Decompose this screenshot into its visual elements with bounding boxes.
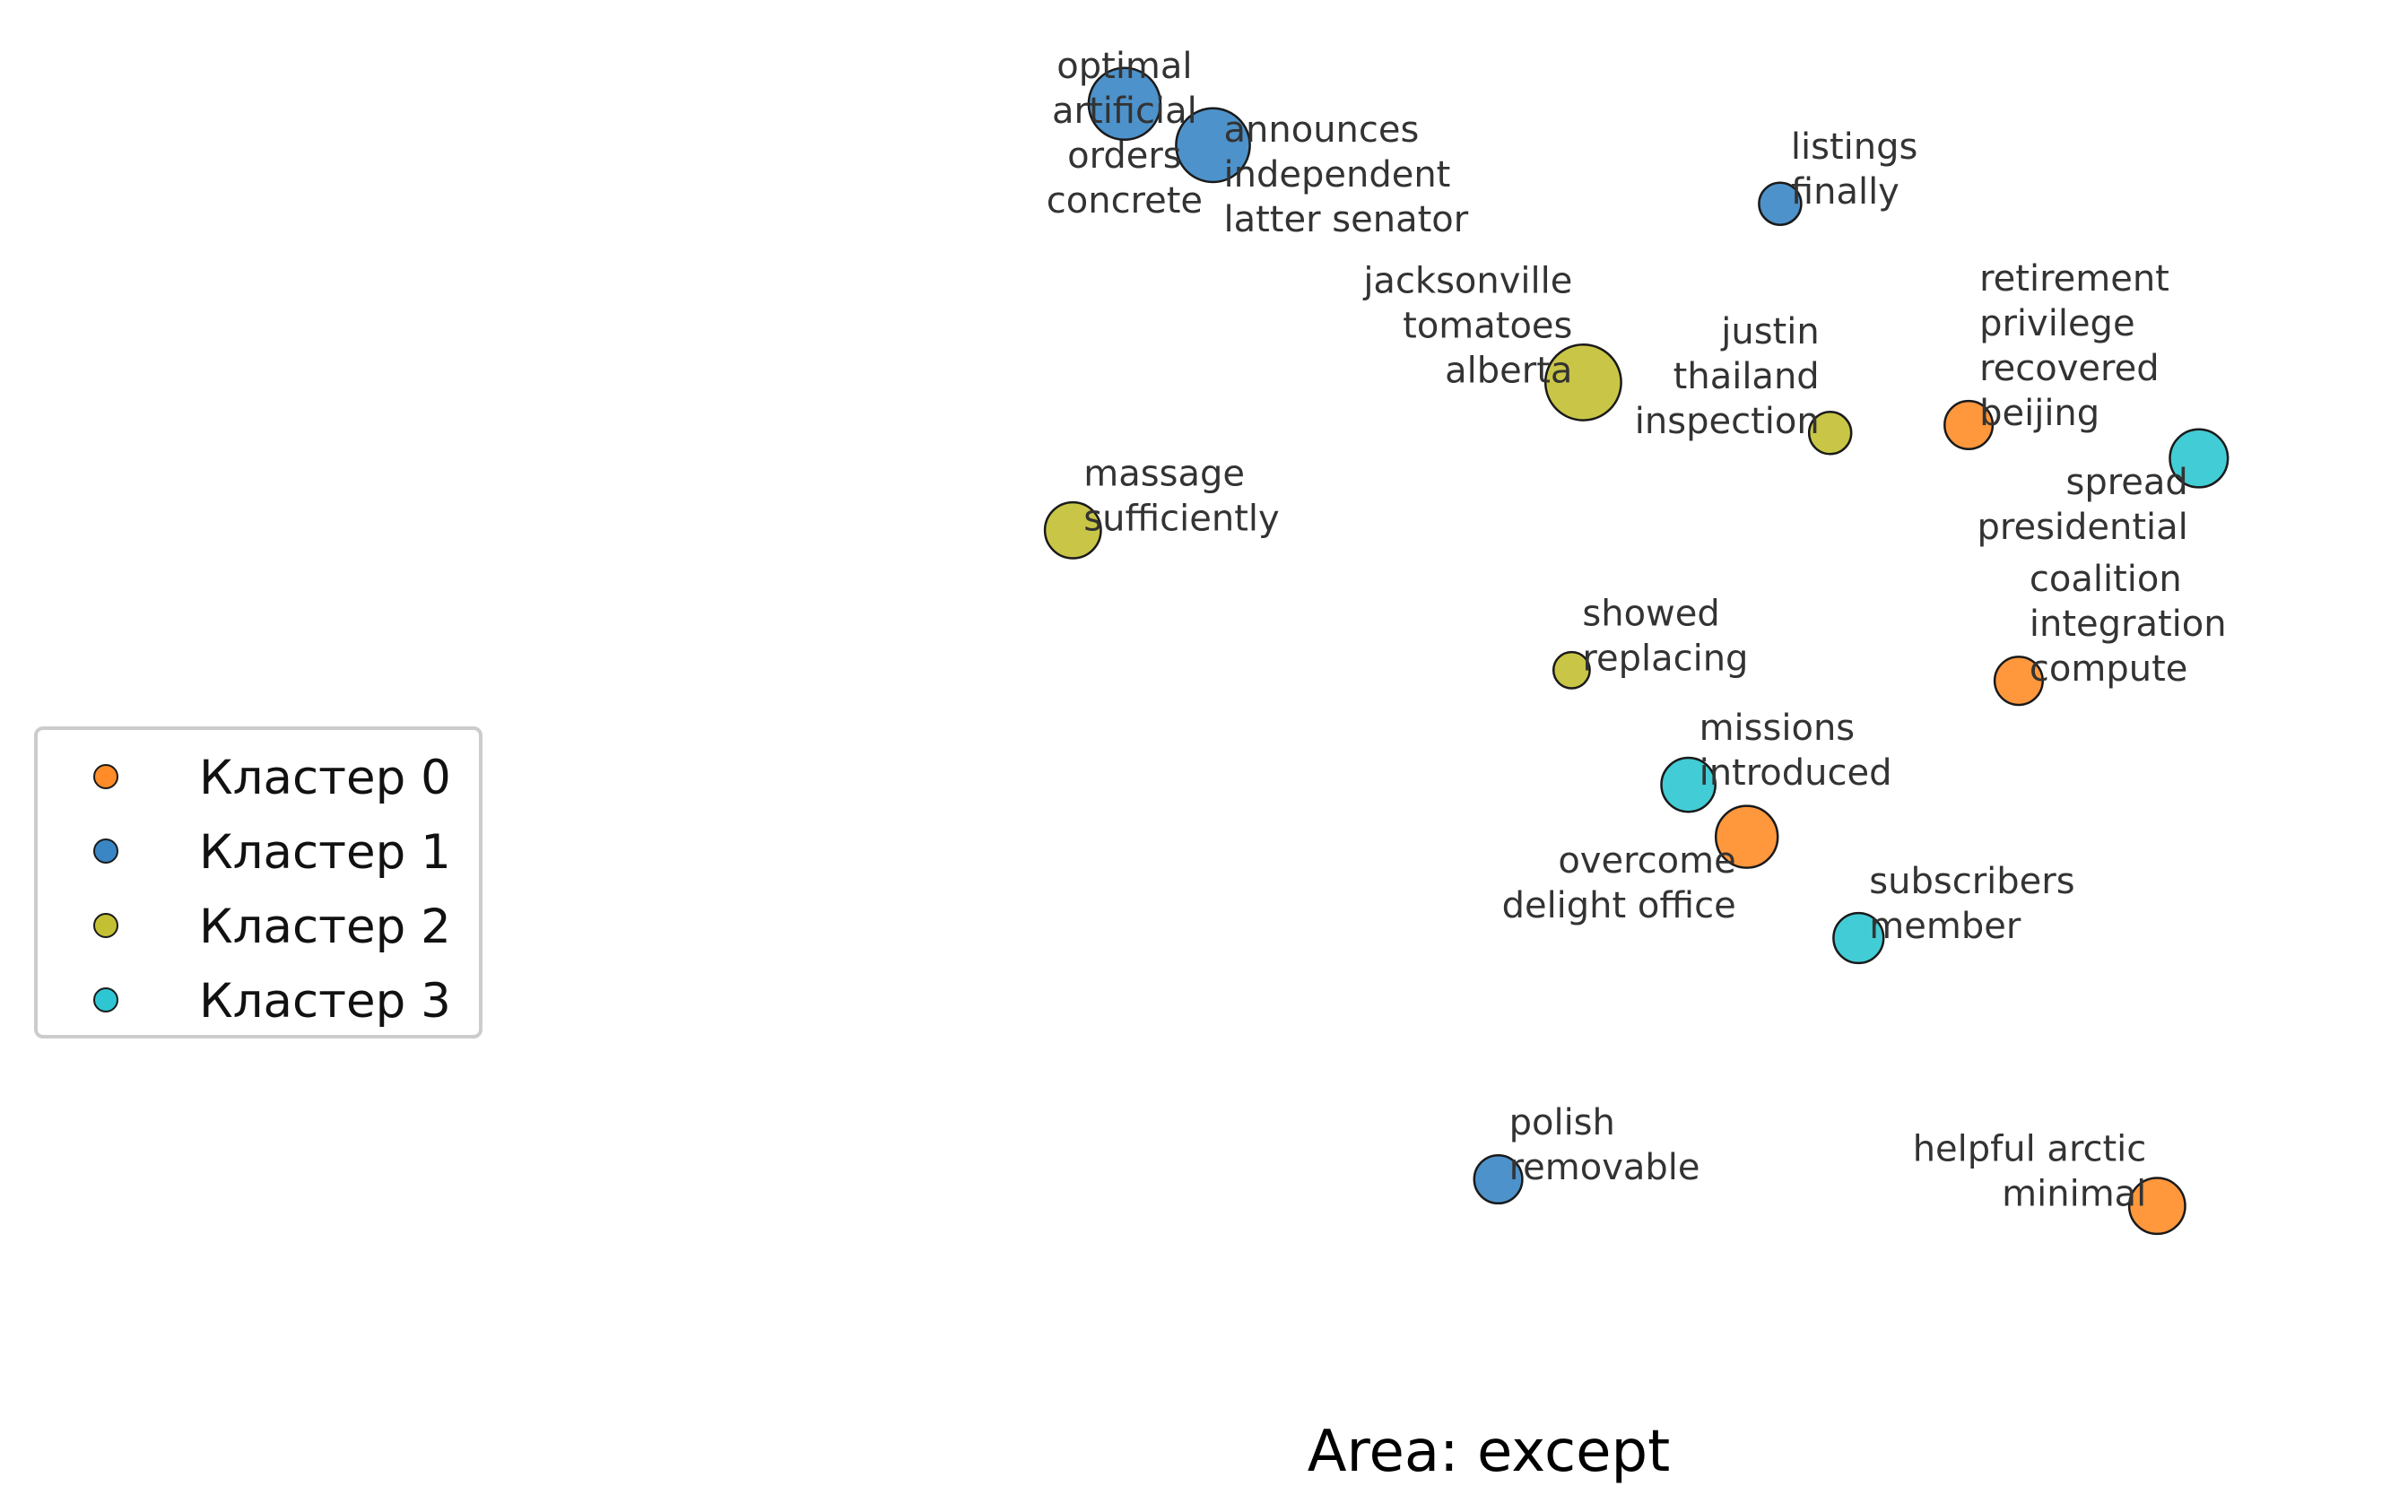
scatter-point (1758, 181, 1803, 226)
legend-marker (93, 839, 118, 864)
point-label-line: listings (1791, 126, 1917, 168)
point-label-line: optimal (1056, 46, 1192, 87)
point-label-line: artificial (1052, 91, 1197, 132)
point-label-line: recovered (1979, 348, 2160, 389)
point-label-line: sufficiently (1083, 498, 1279, 539)
point-label-line: presidential (1978, 507, 2188, 548)
point-label-line: spread (2065, 462, 2187, 503)
point-label-line: inspection (1635, 401, 1820, 442)
point-label: massage sufficiently (1083, 453, 1279, 539)
point-label-line: beijing (1979, 393, 2099, 434)
point-label: helpful arctic minimal (1913, 1129, 2147, 1215)
point-label-line: showed (1582, 593, 1719, 634)
legend-marker (93, 913, 118, 938)
legend-frame (34, 726, 482, 1038)
legend-item: Кластер 0 (93, 751, 451, 805)
point-label-line: orders (1067, 135, 1182, 177)
point-label: overcome delight office (1502, 840, 1736, 926)
labels-layer: optimal artificial orders concreteannounces… (1047, 46, 2227, 1215)
point-label: showed replacing (1582, 593, 1748, 679)
point-label-line: massage (1083, 453, 1245, 494)
point-label: coalition integration compute (2030, 559, 2227, 690)
legend-item: Кластер 1 (93, 825, 451, 880)
point-label: justin thailand inspection (1635, 311, 1820, 442)
scatter-point (1087, 66, 1162, 142)
point-label-line: helpful arctic (1913, 1129, 2147, 1170)
legend-item: Кластер 2 (93, 899, 451, 954)
point-label-line: privilege (1979, 303, 2134, 344)
point-label-line: subscribers (1869, 861, 2074, 902)
points-layer (1043, 66, 2230, 1236)
legend-items: Кластер 0 Кластер 1 Кластер 2 Кластер 3 (93, 751, 451, 1029)
point-label-line: alberta (1445, 350, 1572, 391)
scatter-point (1473, 1153, 1524, 1205)
scatter-point (1660, 756, 1717, 813)
legend-item: Кластер 3 (93, 974, 451, 1029)
point-label-line: missions (1700, 708, 1856, 749)
point-label: subscribers member (1869, 861, 2074, 947)
point-label-line: polish (1509, 1102, 1615, 1143)
scatter-point (1993, 656, 2044, 707)
point-label-line: removable (1509, 1147, 1700, 1188)
point-label-line: coalition (2030, 559, 2182, 600)
point-label-line: justin (1720, 311, 1819, 352)
legend-label: Кластер 1 (199, 825, 451, 880)
point-label: polish removable (1509, 1102, 1700, 1188)
point-label-line: tomatoes (1403, 305, 1572, 346)
point-label-line: overcome (1558, 840, 1735, 882)
point-label-line: jacksonville (1362, 260, 1572, 301)
scatter-point (1807, 411, 1853, 456)
legend-label: Кластер 3 (199, 974, 451, 1029)
scatter-point (1714, 804, 1779, 869)
point-label-line: concrete (1047, 180, 1203, 222)
scatter-point (1832, 911, 1885, 965)
legend: Кластер 0 Кластер 1 Кластер 2 Кластер 3 (34, 726, 482, 1038)
scatter-point (2169, 428, 2230, 489)
point-label: optimal artificial orders concrete (1047, 46, 1203, 222)
point-label: spread presidential (1978, 462, 2188, 548)
point-label: listings finally (1791, 126, 1917, 213)
point-label-line: finally (1791, 171, 1899, 213)
point-label: retirement privilege recovered beijing (1979, 258, 2169, 434)
scatter-point (1943, 399, 1995, 450)
legend-label: Кластер 2 (199, 899, 451, 954)
point-label-line: member (1869, 906, 2021, 947)
scatter-point (1175, 107, 1251, 184)
point-label-line: delight office (1502, 885, 1736, 926)
scatter-point (2127, 1177, 2186, 1236)
legend-marker (93, 987, 118, 1012)
scatter-point (1543, 343, 1622, 421)
point-label-line: latter senator (1224, 199, 1469, 240)
point-label: missions introduced (1700, 708, 1892, 794)
scatter-point (1552, 650, 1591, 690)
point-label-line: minimal (2002, 1174, 2146, 1215)
point-label-line: announces (1224, 109, 1420, 151)
point-label-line: integration (2030, 604, 2227, 645)
point-label-line: compute (2030, 648, 2187, 690)
point-label-line: introduced (1700, 752, 1892, 794)
point-label: announces independent latter senator (1224, 109, 1469, 240)
point-label-line: retirement (1979, 258, 2169, 300)
legend-marker (93, 764, 118, 789)
scatter-point (1043, 500, 1102, 560)
point-label-line: thailand (1673, 356, 1820, 397)
point-label: jacksonville tomatoes alberta (1362, 260, 1572, 391)
chart-title: Area: except (1308, 1419, 1670, 1485)
legend-label: Кластер 0 (199, 751, 451, 805)
point-label-line: independent (1224, 154, 1451, 196)
point-label-line: replacing (1582, 638, 1748, 679)
